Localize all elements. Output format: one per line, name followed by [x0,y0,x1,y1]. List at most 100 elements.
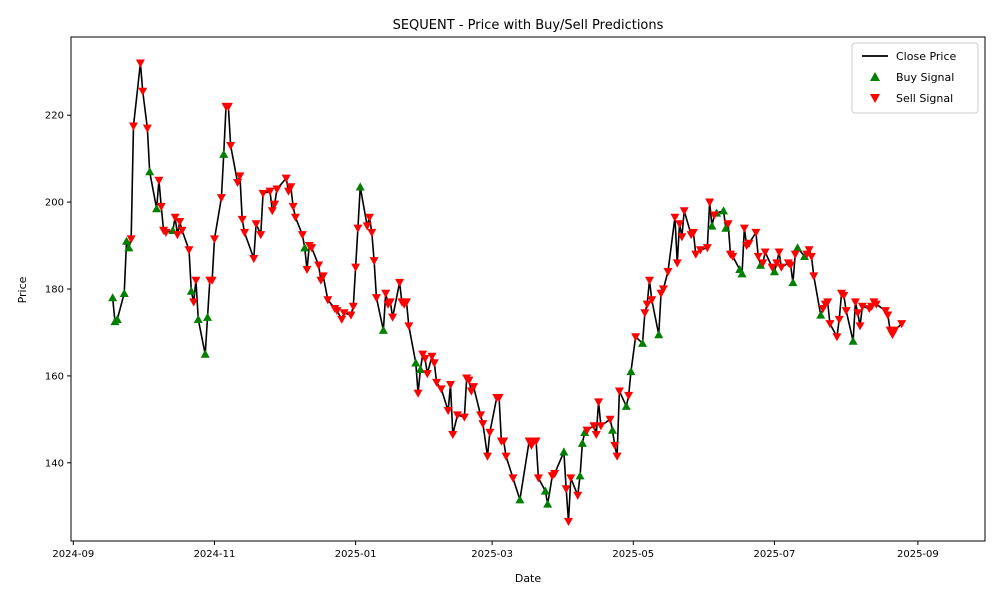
sell-signal-marker [751,228,761,238]
sell-signal-marker [290,213,300,222]
buy-signal-marker [152,204,162,213]
legend-label: Close Price [896,50,957,63]
sell-signal-marker [594,398,604,407]
buy-signal-marker [300,243,310,252]
sell-signal-marker [432,378,442,387]
sell-signal-marker [272,185,282,194]
sell-signal-marker [459,413,469,422]
sell-signal-marker [128,122,138,131]
sell-signal-marker [258,189,268,198]
sell-signal-marker [348,302,358,311]
sell-signal-marker [388,313,398,322]
sell-signal-marker [367,228,377,238]
buy-signal-marker [721,223,731,232]
buy-signal-marker [145,167,155,176]
sell-signal-marker [614,387,624,396]
sell-signal-marker [566,474,576,483]
buy-signal-marker [219,149,229,158]
sell-signal-marker [413,389,423,398]
sell-signal-marker [531,437,541,446]
y-tick-label: 220 [45,111,64,122]
buy-signal-marker [515,495,525,504]
sell-signal-marker [381,289,391,298]
sell-signal-marker [739,224,749,233]
legend: Close Price Buy Signal Sell Signal [851,42,979,114]
x-tick-label: 2024-11 [194,549,236,560]
sell-signal-marker [705,198,715,207]
sell-signal-marker [723,220,733,229]
sell-signal-marker [175,218,185,227]
sell-signal-marker [436,385,446,394]
sell-signal-marker [483,452,493,461]
sell-signal-marker [323,296,333,305]
sell-signal-marker [670,213,680,222]
sell-signal-marker [464,376,474,385]
buy-signal-marker [559,447,569,456]
sell-signal-marker [318,272,328,281]
sell-signal-marker [369,257,379,266]
sell-signal-marker [857,302,867,311]
y-tick-label: 200 [45,198,64,209]
legend-label: Buy Signal [896,71,954,84]
buy-signal-marker [112,314,122,324]
sell-signal-marker [249,254,259,264]
buy-signal-marker [577,438,587,447]
sell-signal-marker [237,215,247,224]
sell-signal-marker [677,233,687,242]
sell-signal-marker [691,250,701,259]
sell-signal-marker [644,276,654,285]
sell-signal-marker [760,248,770,257]
sell-signal-marker [582,426,592,435]
sell-signal-marker [265,187,275,196]
buy-signal-marker [848,336,858,345]
buy-signal-marker [108,293,118,302]
buy-signal-marker [200,349,210,358]
sell-signal-marker [767,263,777,272]
x-tick-label: 2025-09 [897,549,939,560]
sell-signal-marker [647,296,657,305]
sell-signal-marker [825,320,835,329]
buy-signal-marker [411,358,421,367]
buy-signal-marker [719,206,729,215]
sell-signal-marker [443,407,453,416]
legend-buy-swatch [870,72,880,81]
x-axis: 2024-09 2024-11 2025-01 2025-03 2025-05 2025-… [52,541,939,560]
y-tick-label: 140 [45,458,64,469]
buy-signal-marker [575,471,585,480]
sell-signal-marker [774,248,784,257]
sell-signal-marker [445,380,455,390]
sell-signal-marker [790,250,800,259]
sell-signal-marker [448,430,458,440]
buy-signal-marker [119,288,129,297]
sell-signal-marker [695,246,705,255]
sell-signal-marker [563,517,573,526]
sell-signal-marker [485,428,495,437]
sell-signal-marker [251,220,261,229]
sell-signal-marker [499,437,509,446]
buy-signal-marker [543,499,553,508]
sell-signal-marker [753,252,763,261]
sell-signal-marker [804,246,814,255]
sell-signal-marker [267,207,277,216]
sell-signal-marker [154,176,164,185]
sell-signal-marker [839,291,849,301]
sell-signal-marker [533,474,543,483]
sell-signal-marker [177,226,187,235]
sell-signal-marker [371,294,381,303]
sell-signal-marker [610,441,620,450]
sell-signal-marker [744,239,754,248]
sell-signal-marker [427,352,437,361]
sell-signal-marker [834,315,844,324]
buy-signal-marker [540,486,550,495]
legend-sell-swatch [870,94,880,103]
sell-signal-marker [216,194,226,203]
sell-signal-marker [728,252,738,261]
sell-signal-marker [256,231,266,240]
sell-signal-marker [362,222,372,231]
sell-signal-marker [640,309,650,318]
sell-signal-marker [172,231,182,240]
sell-signal-marker [663,268,673,277]
sell-signal-marker [314,261,324,270]
y-axis: 140 160 180 200 220 [45,111,71,469]
